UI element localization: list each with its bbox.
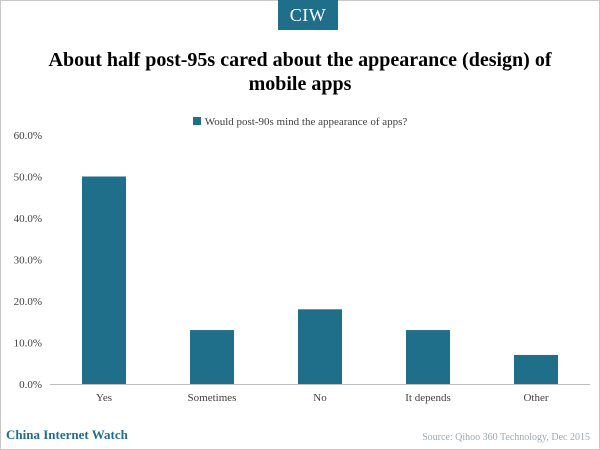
y-tick-label: 10.0% [14,338,42,350]
x-category-label: It depends [405,392,451,404]
y-tick-label: 20.0% [14,296,42,308]
y-tick-label: 50.0% [14,172,42,184]
legend-label: Would post-90s mind the appearance of ap… [204,116,408,128]
y-tick-label: 40.0% [14,213,42,225]
x-category-label: No [313,392,327,404]
y-tick-label: 60.0% [14,130,42,142]
bar-sometimes [190,330,234,384]
source-note: Source: Qihoo 360 Technology, Dec 2015 [422,432,590,443]
bar-yes [82,176,126,384]
ciw-logo: CIW [278,0,338,30]
legend-swatch [192,117,201,125]
chart-title: About half post-95s cared about the appe… [48,49,552,95]
bar-it-depends [406,330,450,384]
y-tick-label: 0.0% [19,379,42,391]
x-category-label: Other [523,392,548,404]
footer-site-name: China Internet Watch [6,427,128,442]
x-category-label: Sometimes [188,392,237,404]
x-category-label: Yes [96,392,112,404]
bar-no [298,309,342,384]
legend: Would post-90s mind the appearance of ap… [0,116,600,128]
bar-other [514,354,558,384]
y-tick-label: 30.0% [14,255,42,267]
